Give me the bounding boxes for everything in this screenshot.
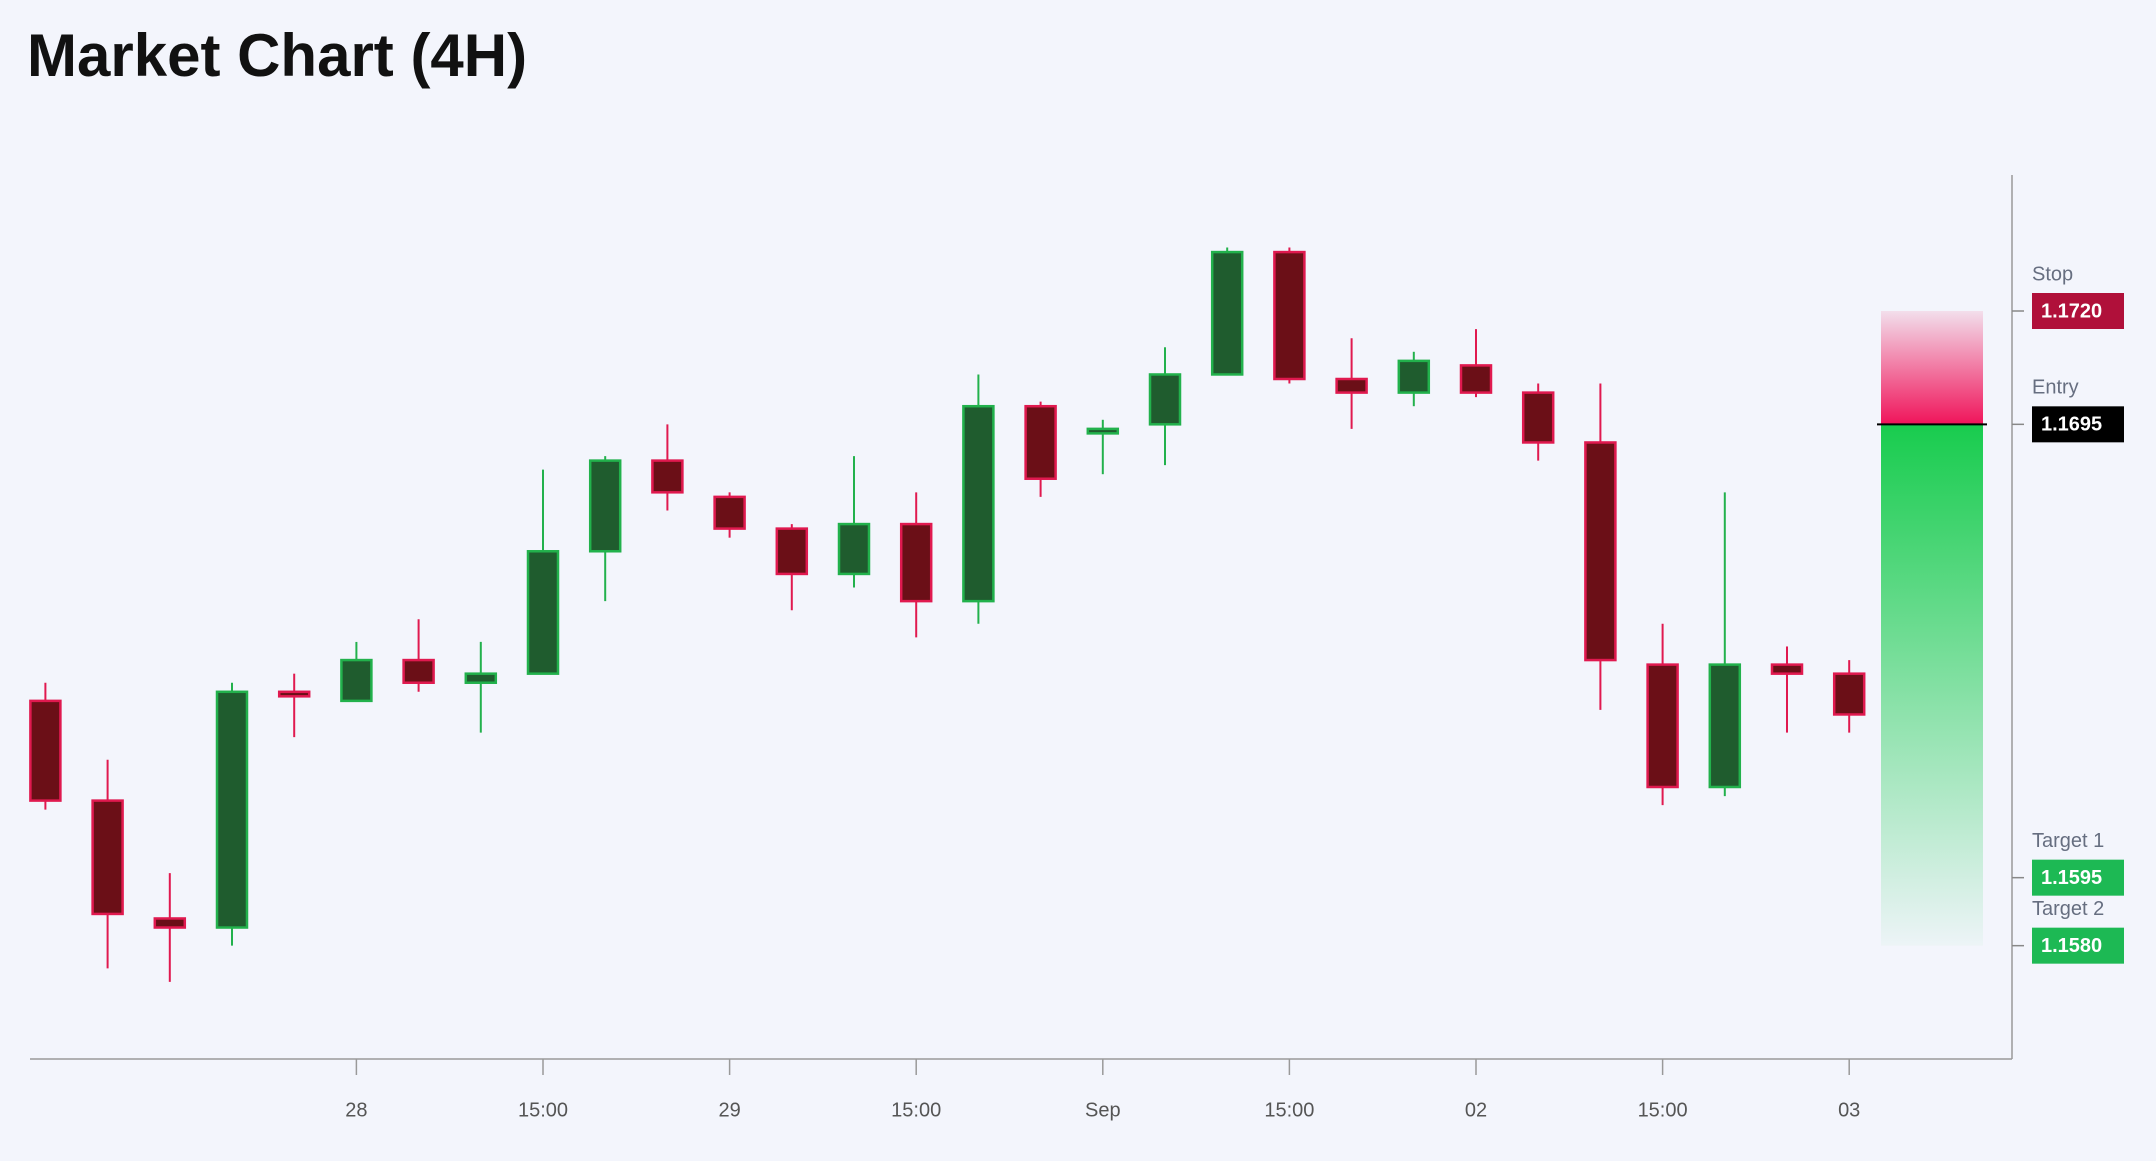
candle-body — [962, 404, 995, 603]
level-value: 1.1595 — [2041, 867, 2102, 889]
level-name: Entry — [2032, 377, 2079, 399]
candle-body — [1335, 377, 1368, 394]
candle-body — [464, 672, 498, 684]
candle-body — [1708, 663, 1742, 789]
candle-body — [588, 459, 622, 553]
candle-body — [1210, 250, 1244, 376]
candle-body — [1397, 359, 1431, 394]
candle-body — [153, 917, 187, 929]
candle-body — [1086, 427, 1120, 435]
candle-body — [1273, 250, 1306, 381]
chart-title: Market Chart (4H) — [27, 22, 527, 89]
candle-body — [402, 658, 435, 684]
candle-body — [899, 522, 933, 603]
x-tick-label: 15:00 — [518, 1099, 568, 1121]
candle-body — [651, 459, 684, 494]
x-tick-label: 02 — [1465, 1099, 1487, 1121]
candle-body — [713, 495, 746, 530]
candle-body — [215, 690, 249, 929]
level-name: Target 1 — [2032, 830, 2104, 852]
candle-body — [1024, 404, 1057, 480]
candle-body — [1459, 364, 1493, 394]
candle-body — [1148, 373, 1182, 426]
stop-zone — [1881, 311, 1983, 425]
candle-body — [29, 699, 62, 802]
level-tag — [2032, 859, 2124, 896]
level-value: 1.1695 — [2041, 414, 2102, 436]
level-tag — [2032, 927, 2124, 964]
x-tick-label: 03 — [1838, 1099, 1860, 1121]
candle-body — [91, 799, 124, 916]
x-tick-label: 29 — [718, 1099, 740, 1121]
level-name: Stop — [2032, 263, 2073, 285]
x-tick-label: 15:00 — [891, 1099, 941, 1121]
target-zone — [1881, 424, 1983, 946]
candle-body — [1584, 441, 1617, 662]
x-tick-label: Sep — [1085, 1099, 1121, 1121]
candle-body — [1646, 663, 1679, 789]
candle-body — [775, 527, 809, 576]
candle-body — [1521, 391, 1555, 444]
level-tag — [2032, 406, 2124, 443]
level-name: Target 2 — [2032, 898, 2104, 920]
level-value: 1.1580 — [2041, 935, 2102, 957]
candle-body — [526, 550, 560, 675]
x-tick-label: 28 — [345, 1099, 367, 1121]
candle-body — [1832, 672, 1866, 716]
level-tag — [2032, 293, 2124, 329]
candle-body — [340, 658, 373, 703]
candle-body — [277, 690, 311, 698]
x-tick-label: 15:00 — [1264, 1099, 1314, 1121]
candle-body — [837, 522, 871, 576]
level-value: 1.1720 — [2041, 300, 2102, 322]
candle-body — [1770, 663, 1804, 675]
x-tick-label: 15:00 — [1638, 1099, 1688, 1121]
